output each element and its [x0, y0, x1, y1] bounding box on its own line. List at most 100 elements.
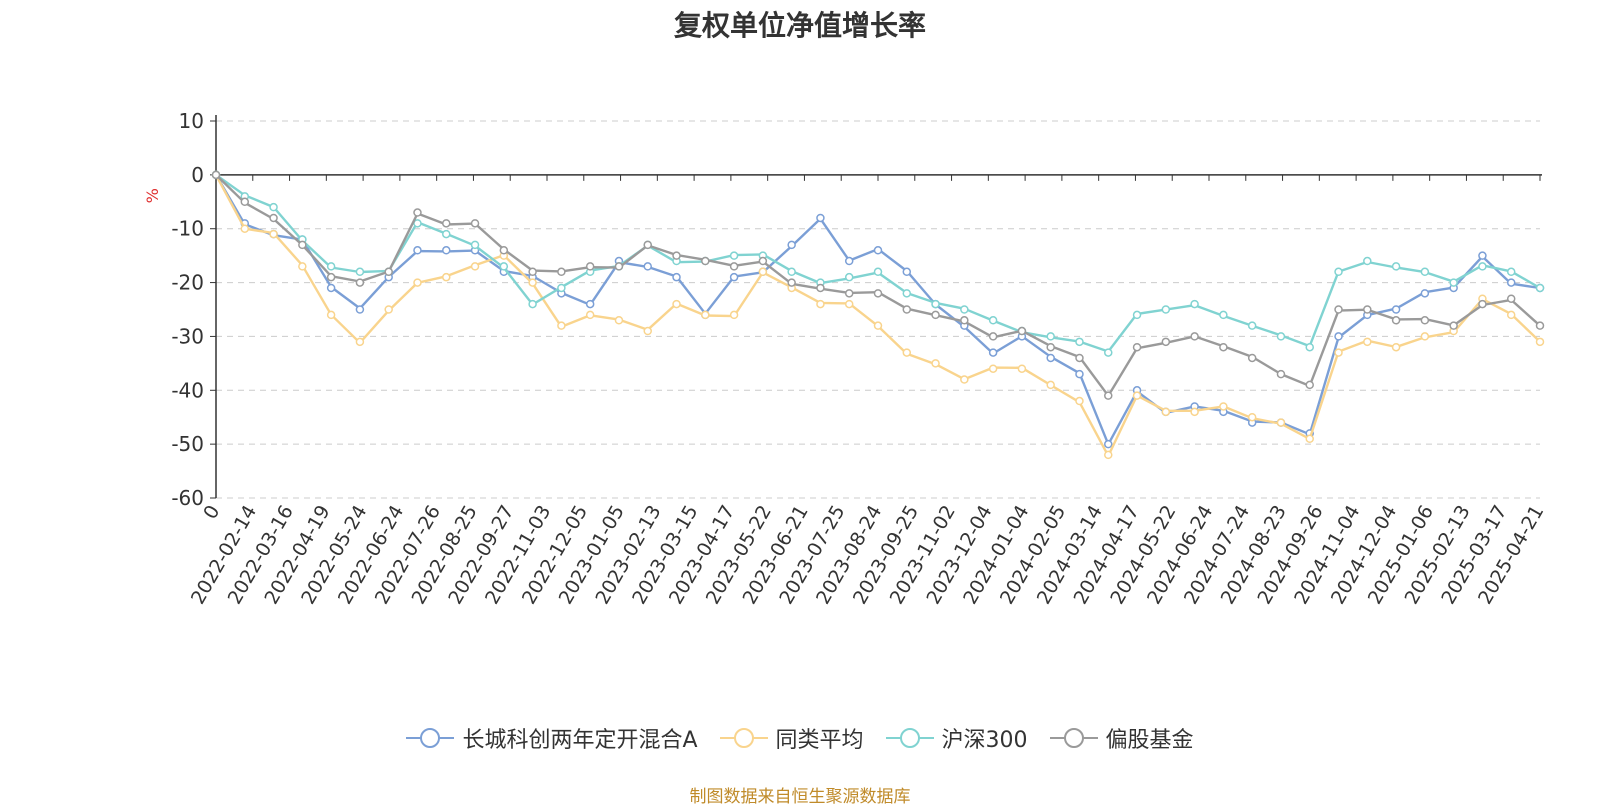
- series-point-3: [1478, 262, 1487, 271]
- legend-item-series-4[interactable]: 偏股基金: [1049, 722, 1194, 754]
- y-tick-label: -20: [171, 271, 204, 295]
- series-point-4: [1478, 299, 1487, 309]
- series-point-3: [1247, 321, 1257, 330]
- series-point-2: [384, 305, 393, 314]
- series-point-2: [240, 224, 250, 233]
- series-point-4: [298, 240, 307, 250]
- series-point-2: [1219, 402, 1228, 411]
- series-point-4: [701, 256, 710, 266]
- series-point-4: [988, 332, 998, 341]
- series-point-2: [960, 375, 969, 384]
- series-point-2: [326, 310, 336, 320]
- series-point-3: [1190, 299, 1199, 309]
- y-tick-label: -50: [171, 432, 204, 456]
- series-point-4: [1391, 316, 1401, 325]
- series-point-1: [1420, 289, 1430, 298]
- series-point-3: [355, 267, 365, 277]
- series-point-2: [701, 310, 710, 320]
- series-point-4: [816, 283, 825, 293]
- series-point-4: [1506, 294, 1516, 303]
- chart-legend: 长城科创两年定开混合A 同类平均 沪深300 偏股基金: [0, 722, 1600, 754]
- series-point-3: [1305, 342, 1314, 352]
- series-point-1: [902, 267, 912, 277]
- line-chart: 100-10-20-30-40-50-60%02022-02-142022-03…: [143, 109, 1548, 608]
- y-tick-label: -40: [171, 378, 204, 402]
- legend-item-series-2[interactable]: 同类平均: [719, 722, 864, 754]
- legend-symbol-series-1: [406, 728, 455, 748]
- series-point-3: [1391, 262, 1401, 271]
- series-point-4: [1420, 316, 1430, 325]
- series-point-1: [816, 213, 825, 223]
- series-point-1: [844, 256, 854, 266]
- series-point-3: [729, 251, 739, 260]
- series-point-1: [1334, 332, 1343, 341]
- series-point-4: [844, 289, 854, 298]
- series-point-3: [326, 262, 336, 271]
- series-point-2: [816, 299, 825, 309]
- series-point-4: [470, 219, 480, 228]
- series-point-2: [643, 326, 652, 336]
- series-point-3: [902, 289, 912, 298]
- series-point-4: [240, 197, 250, 207]
- series-point-2: [1506, 310, 1516, 320]
- series-point-2: [1305, 434, 1314, 444]
- series-point-3: [1161, 305, 1171, 314]
- series-point-3: [1334, 267, 1343, 277]
- series-point-4: [729, 262, 739, 271]
- series-point-4: [1449, 321, 1458, 330]
- legend-label-series-2: 同类平均: [775, 728, 864, 753]
- series-point-3: [1449, 278, 1458, 287]
- series-point-2: [269, 229, 278, 239]
- legend-symbol-series-2: [719, 728, 768, 748]
- series-point-4: [442, 219, 451, 228]
- series-point-2: [988, 364, 998, 373]
- series-point-2: [873, 321, 883, 330]
- series-point-4: [528, 267, 537, 277]
- chart-title: 复权单位净值增长率: [673, 9, 926, 42]
- legend-symbol-series-4: [1049, 728, 1098, 748]
- series-point-2: [470, 262, 480, 271]
- series-point-4: [1247, 353, 1257, 363]
- series-point-3: [1132, 310, 1142, 320]
- series-point-4: [672, 251, 681, 260]
- series-point-2: [902, 348, 912, 357]
- series-point-3: [1535, 283, 1545, 293]
- legend-item-series-3[interactable]: 沪深300: [885, 722, 1028, 754]
- legend-label-series-4: 偏股基金: [1105, 728, 1194, 753]
- series-point-1: [988, 348, 998, 357]
- series-point-3: [1363, 256, 1372, 266]
- series-point-2: [1391, 342, 1401, 352]
- y-tick-label: 10: [179, 109, 204, 133]
- legend-item-series-1[interactable]: 长城科创两年定开混合A: [406, 722, 698, 754]
- series-point-1: [1104, 439, 1113, 449]
- series-point-2: [1161, 407, 1171, 417]
- series-point-4: [1161, 337, 1171, 347]
- series-point-3: [931, 299, 940, 309]
- series-point-3: [873, 267, 883, 277]
- series-point-3: [1219, 310, 1228, 320]
- y-axis-label: %: [143, 188, 162, 203]
- series-point-3: [787, 267, 796, 277]
- series-point-3: [528, 299, 537, 309]
- series-point-4: [326, 272, 336, 282]
- series-point-1: [1046, 353, 1055, 363]
- series-point-4: [384, 267, 393, 277]
- y-tick-label: 0: [191, 163, 204, 187]
- series-point-4: [1334, 305, 1343, 314]
- series-point-4: [643, 240, 652, 250]
- series-point-2: [1420, 332, 1430, 341]
- series-point-4: [902, 305, 912, 314]
- series-point-2: [528, 278, 537, 287]
- series-point-4: [614, 262, 624, 271]
- series-point-1: [1391, 305, 1401, 314]
- series-point-3: [1104, 348, 1113, 357]
- series-point-4: [269, 213, 278, 223]
- series-point-2: [1104, 450, 1113, 460]
- series-point-4: [758, 256, 768, 266]
- series-point-3: [442, 229, 451, 239]
- series-point-2: [355, 337, 365, 347]
- series-point-2: [1276, 418, 1286, 427]
- series-point-2: [413, 278, 422, 287]
- data-source-note: 制图数据来自恒生聚源数据库: [689, 787, 911, 807]
- series-point-3: [269, 202, 278, 212]
